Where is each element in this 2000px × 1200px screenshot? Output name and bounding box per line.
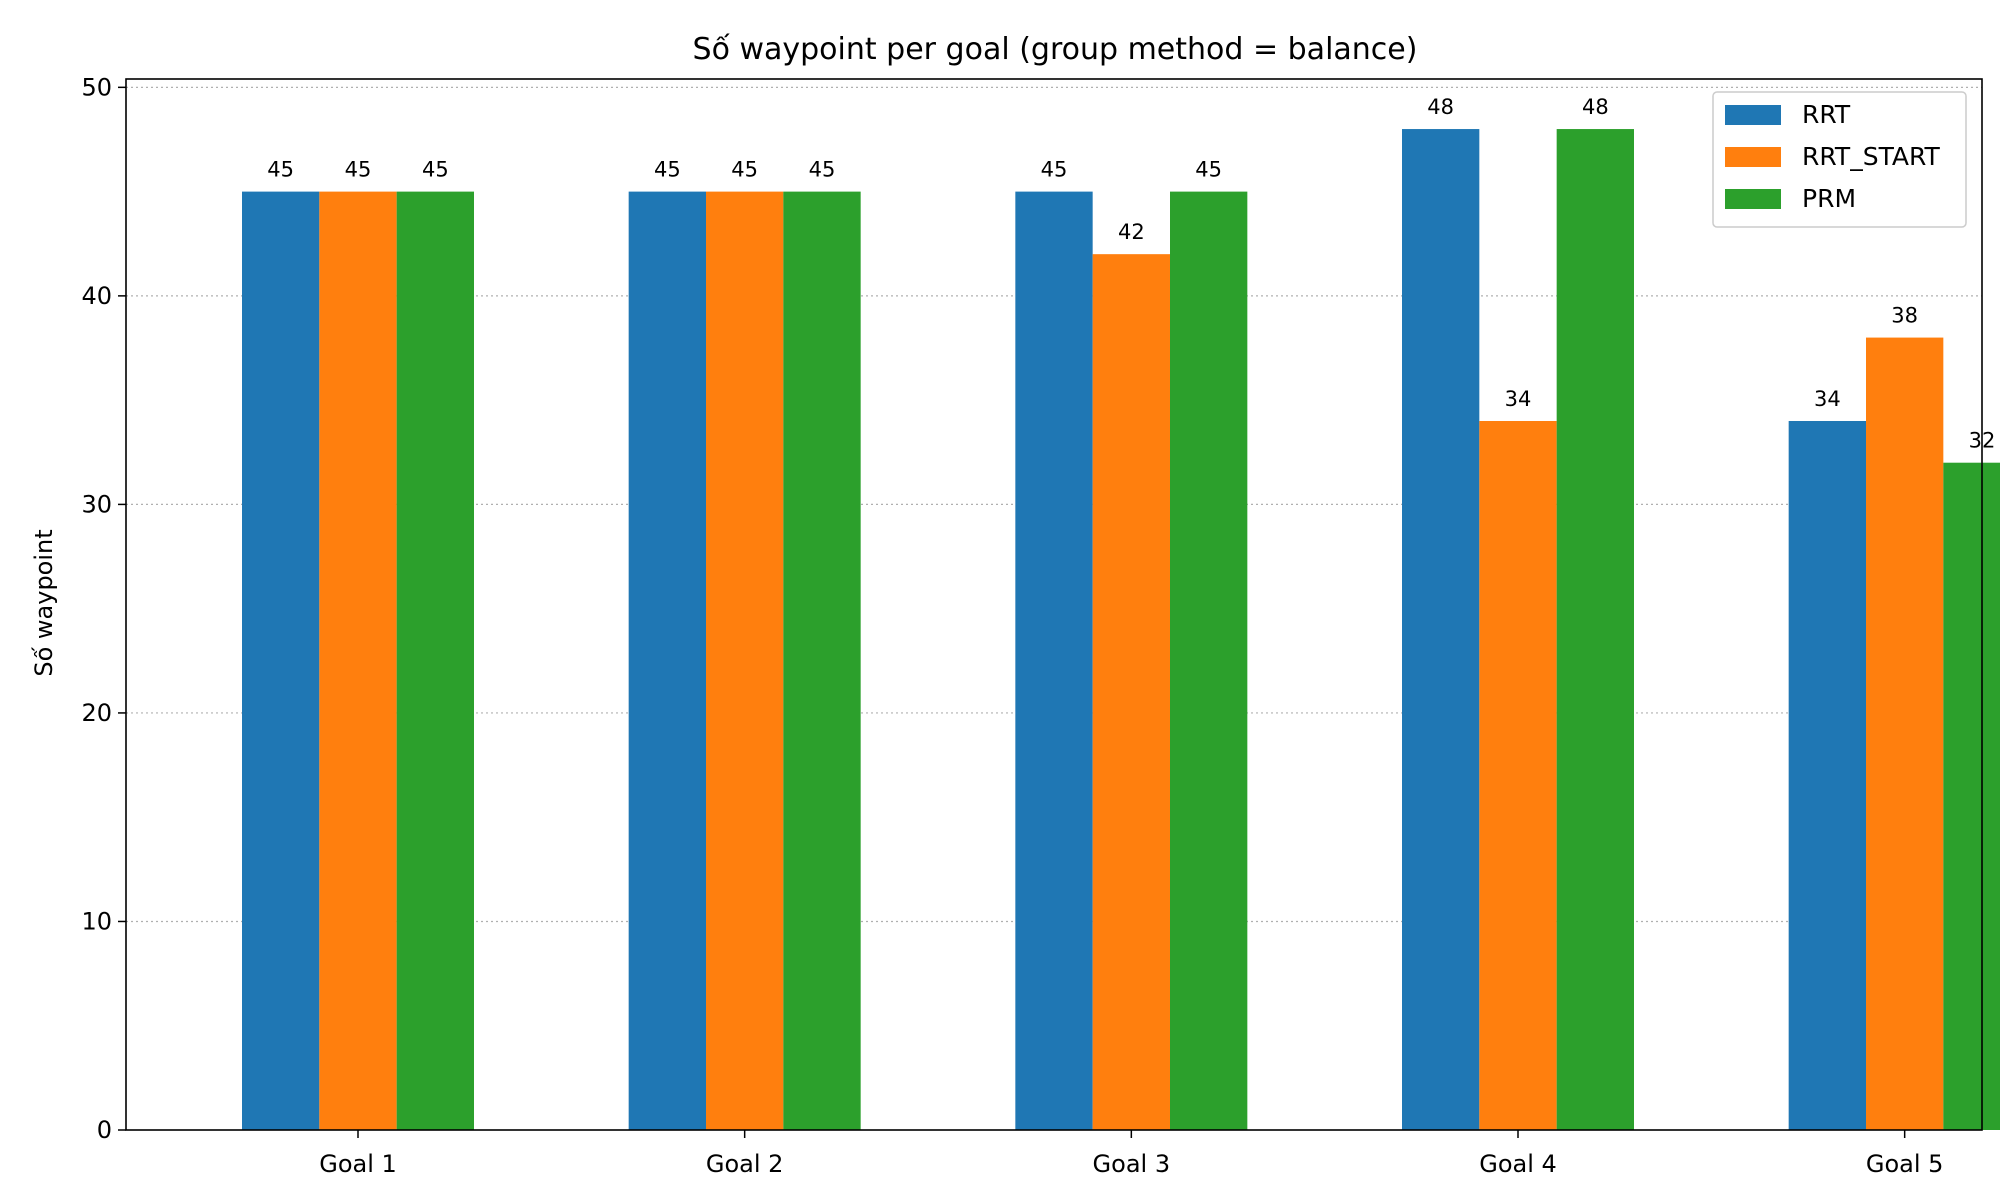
bar-rrt bbox=[628, 191, 706, 1130]
y-tick-label: 0 bbox=[97, 1116, 112, 1144]
bar-prm bbox=[1556, 129, 1634, 1131]
legend-label: RRT bbox=[1802, 100, 1851, 129]
y-tick-label: 20 bbox=[81, 699, 112, 727]
bar-prm bbox=[783, 191, 861, 1130]
bar-rrt-start bbox=[1092, 254, 1170, 1130]
y-gridlines bbox=[126, 86, 1982, 923]
x-tick-label: Goal 2 bbox=[706, 1150, 784, 1178]
data-label: 45 bbox=[422, 158, 449, 182]
legend-label: PRM bbox=[1802, 184, 1856, 213]
bar-rrt bbox=[1015, 191, 1093, 1130]
bar-rrt bbox=[1788, 420, 1866, 1130]
plot-frame bbox=[125, 78, 1983, 1131]
data-label: 45 bbox=[345, 158, 372, 182]
data-label: 34 bbox=[1814, 387, 1841, 411]
bar-rrt-start bbox=[1479, 420, 1557, 1130]
bar-rrt-start bbox=[706, 191, 784, 1130]
data-label: 34 bbox=[1505, 387, 1532, 411]
bar-rrt bbox=[242, 191, 320, 1130]
legend: RRT RRT_START PRM bbox=[1712, 91, 1967, 228]
bar-rrt-start bbox=[319, 191, 397, 1130]
bar-prm bbox=[396, 191, 474, 1130]
x-tick-label: Goal 3 bbox=[1093, 1150, 1171, 1178]
data-label: 45 bbox=[1195, 158, 1222, 182]
legend-label: RRT_START bbox=[1802, 142, 1941, 171]
y-tick-label: 10 bbox=[81, 907, 112, 935]
y-tick-label: 50 bbox=[81, 73, 112, 101]
legend-swatch bbox=[1725, 189, 1781, 209]
data-label: 45 bbox=[1041, 158, 1068, 182]
data-label: 48 bbox=[1582, 95, 1609, 119]
legend-swatch bbox=[1725, 105, 1781, 125]
bar-prm bbox=[1170, 191, 1248, 1130]
y-tick-label: 30 bbox=[81, 490, 112, 518]
axes: 0 10 20 30 40 50 Goal 1 Goal 2 Goal 3 Goal 4 Goal … bbox=[81, 73, 1983, 1178]
data-label: 45 bbox=[809, 158, 836, 182]
x-tick-label: Goal 4 bbox=[1479, 1150, 1557, 1178]
data-label: 45 bbox=[731, 158, 758, 182]
bars bbox=[242, 129, 2000, 1131]
legend-swatch bbox=[1725, 147, 1781, 167]
data-label: 38 bbox=[1891, 304, 1918, 328]
data-label: 48 bbox=[1427, 95, 1454, 119]
chart-title: Số waypoint per goal (group method = bal… bbox=[693, 32, 1418, 67]
bar-rrt bbox=[1402, 129, 1480, 1131]
x-tick-label: Goal 1 bbox=[319, 1150, 397, 1178]
bar-prm bbox=[1943, 462, 2000, 1130]
data-label: 42 bbox=[1118, 220, 1145, 244]
x-tick-label: Goal 5 bbox=[1866, 1150, 1944, 1178]
data-label: 45 bbox=[654, 158, 681, 182]
data-label: 45 bbox=[267, 158, 294, 182]
bar-rrt-start bbox=[1866, 337, 1944, 1131]
y-axis-label: Số waypoint bbox=[30, 529, 58, 676]
y-tick-label: 40 bbox=[81, 282, 112, 310]
